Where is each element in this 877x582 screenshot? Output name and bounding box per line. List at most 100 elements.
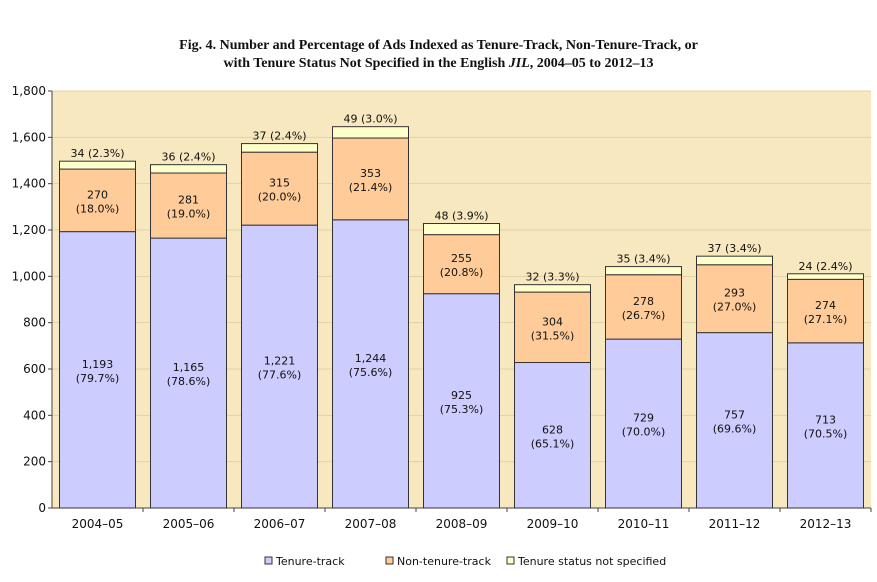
data-label-percent: (27.1%)	[804, 313, 848, 326]
x-tick-label: 2009–10	[527, 517, 579, 531]
data-label-percent: (78.6%)	[167, 375, 211, 388]
y-tick-label: 200	[23, 455, 46, 469]
x-tick-label: 2006–07	[254, 517, 306, 531]
data-label: 37 (2.4%)	[252, 130, 306, 143]
bar-segment	[59, 231, 136, 509]
data-label: 274	[815, 299, 836, 312]
data-label-percent: (75.3%)	[440, 403, 484, 416]
data-label: 628	[542, 423, 563, 436]
x-tick-label: 2010–11	[618, 517, 670, 531]
data-label: 315	[269, 177, 290, 190]
bar-segment	[241, 143, 318, 153]
bar-segment	[696, 255, 773, 266]
legend-swatch	[385, 556, 394, 565]
y-tick-label: 0	[38, 501, 46, 515]
data-label: 37 (3.4%)	[707, 242, 761, 255]
bar-segment	[514, 284, 591, 293]
data-label: 36 (2.4%)	[161, 151, 215, 164]
data-label-percent: (70.5%)	[804, 427, 848, 440]
bar-segment	[423, 293, 500, 509]
legend-swatch	[506, 556, 515, 565]
bar-segment	[241, 224, 318, 509]
data-label-percent: (21.4%)	[349, 181, 393, 194]
bar-segment	[787, 273, 864, 280]
y-tick-label: 1,000	[12, 269, 46, 283]
data-label: 1,165	[173, 361, 205, 374]
data-label: 32 (3.3%)	[525, 271, 579, 284]
bar-segment	[696, 264, 773, 334]
y-tick-label: 1,200	[12, 223, 46, 237]
bar-segment	[332, 137, 409, 221]
x-tick-label: 2004–05	[72, 517, 124, 531]
y-tick-label: 400	[23, 408, 46, 422]
y-tick-label: 800	[23, 316, 46, 330]
y-tick-label: 1,600	[12, 130, 46, 144]
bar-segment	[332, 219, 409, 509]
chart-title-line-2-prefix: with Tenure Status Not Specified in the …	[223, 56, 509, 71]
legend-label: Tenure-track	[275, 555, 345, 568]
y-tick-label: 1,400	[12, 177, 46, 191]
bar-segment	[423, 234, 500, 295]
data-label: 925	[451, 389, 472, 402]
data-label: 729	[633, 412, 654, 425]
legend-swatch	[264, 556, 273, 565]
bar-segment	[514, 291, 591, 364]
data-label-percent: (31.5%)	[531, 329, 575, 342]
chart-title-jil: JIL	[508, 56, 530, 71]
data-label: 35 (3.4%)	[616, 253, 670, 266]
chart-title-line-2-suffix: , 2004–05 to 2012–13	[529, 56, 654, 71]
bar-segment	[605, 338, 682, 509]
data-label: 24 (2.4%)	[798, 260, 852, 273]
data-label-percent: (75.6%)	[349, 366, 393, 379]
data-label-percent: (27.0%)	[713, 301, 757, 314]
data-label-percent: (20.0%)	[258, 191, 302, 204]
data-label: 304	[542, 315, 563, 328]
legend-label: Tenure status not specified	[517, 555, 666, 568]
bar-segment	[423, 223, 500, 236]
data-label: 1,193	[82, 358, 114, 371]
x-tick-label: 2008–09	[436, 517, 488, 531]
data-label: 353	[360, 167, 381, 180]
x-tick-label: 2011–12	[709, 517, 761, 531]
data-label-percent: (70.0%)	[622, 426, 666, 439]
bar-segment	[696, 332, 773, 509]
bar-segment	[150, 172, 227, 239]
bar-segment	[332, 126, 409, 139]
data-label: 49 (3.0%)	[343, 113, 397, 126]
chart-title-line-2: with Tenure Status Not Specified in the …	[0, 56, 877, 72]
x-tick-label: 2007–08	[345, 517, 397, 531]
data-label: 34 (2.3%)	[70, 147, 124, 160]
data-label-percent: (77.6%)	[258, 369, 302, 382]
data-label-percent: (69.6%)	[713, 422, 757, 435]
legend-label: Non-tenure-track	[397, 555, 492, 568]
data-label: 1,244	[355, 352, 387, 365]
data-label: 713	[815, 413, 836, 426]
data-label-percent: (18.0%)	[76, 202, 120, 215]
bar-segment	[787, 278, 864, 344]
chart-title-line-1: Fig. 4. Number and Percentage of Ads Ind…	[179, 38, 698, 53]
data-label-percent: (65.1%)	[531, 437, 575, 450]
data-label: 255	[451, 252, 472, 265]
bar-segment	[605, 266, 682, 276]
data-label: 278	[633, 295, 654, 308]
data-label-percent: (20.8%)	[440, 266, 484, 279]
data-label-percent: (19.0%)	[167, 208, 211, 221]
bar-segment	[605, 274, 682, 340]
bar-segment	[150, 164, 227, 174]
bar-segment	[514, 362, 591, 509]
data-label: 757	[724, 408, 745, 421]
x-tick-label: 2012–13	[800, 517, 852, 531]
data-label: 281	[178, 194, 199, 207]
bar-segment	[787, 342, 864, 509]
x-tick-label: 2005–06	[163, 517, 215, 531]
y-tick-label: 600	[23, 362, 46, 376]
y-tick-label: 1,800	[12, 84, 46, 98]
bar-segment	[59, 160, 136, 170]
data-label: 270	[87, 188, 108, 201]
data-label-percent: (79.7%)	[76, 372, 120, 385]
data-label: 1,221	[264, 355, 296, 368]
data-label: 48 (3.9%)	[434, 210, 488, 223]
data-label-percent: (26.7%)	[622, 309, 666, 322]
